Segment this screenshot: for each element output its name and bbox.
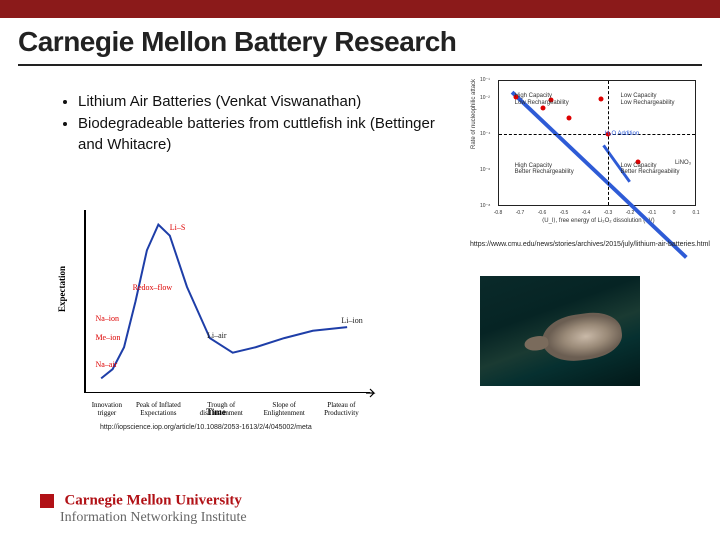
cuttlefish-photo	[480, 276, 640, 386]
bullet-list: Lithium Air Batteries (Venkat Viswanatha…	[60, 92, 450, 157]
cmu-square-icon	[40, 494, 54, 508]
header-bar	[0, 0, 720, 18]
qchart-ylabel: Rate of nucleophilic attack	[471, 79, 477, 149]
bullet-item: Lithium Air Batteries (Venkat Viswanatha…	[78, 92, 450, 112]
hype-xlabel-time: Time	[206, 407, 226, 417]
cuttlefish-shape	[539, 309, 625, 366]
slide-title: Carnegie Mellon Battery Research	[0, 18, 720, 64]
bullet-item: Biodegradeable batteries from cuttlefish…	[78, 114, 450, 155]
qchart-plot-area: High Capacity Low RechargeabilityLow Cap…	[498, 80, 696, 206]
hype-chart: Expectation Innovation triggerPeak of In…	[56, 204, 376, 419]
citation-bottom-left: http://iopscience.iop.org/article/10.108…	[100, 424, 312, 431]
footer-logo: Carnegie Mellon University Information N…	[40, 492, 247, 526]
hype-svg	[56, 204, 376, 419]
footer-line1: Carnegie Mellon University	[64, 492, 241, 508]
footer-line2: Information Networking Institute	[60, 510, 247, 526]
quadrant-chart: Rate of nucleophilic attack ⟨U_l⟩, free …	[472, 74, 702, 224]
content-area: Lithium Air Batteries (Venkat Viswanatha…	[0, 66, 720, 496]
citation-top-right: https://www.cmu.edu/news/stories/archive…	[470, 241, 710, 248]
